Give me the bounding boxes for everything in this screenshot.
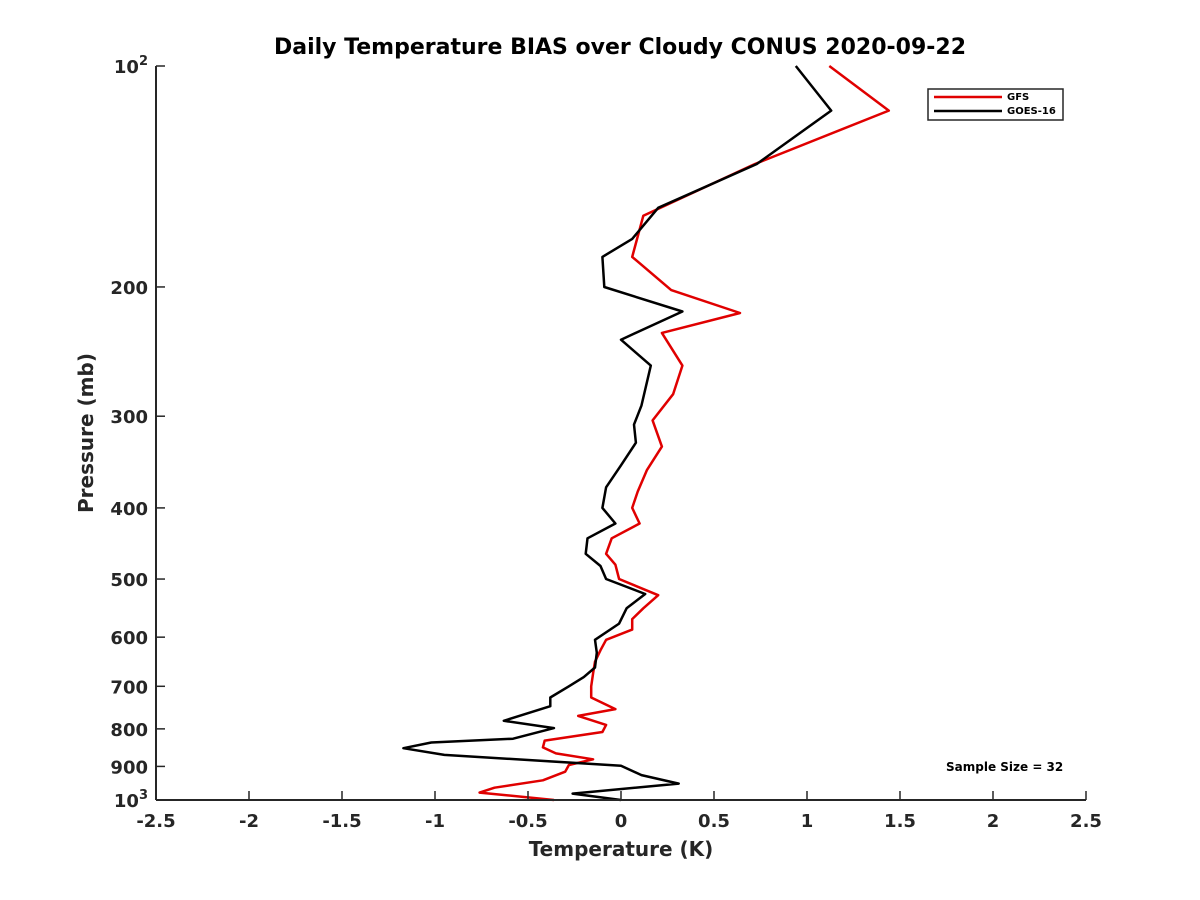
y-tick-label: 300 <box>110 407 148 428</box>
x-tick-label: -2.5 <box>136 811 175 832</box>
y-tick-label: 200 <box>110 278 148 299</box>
legend-label-gfs: GFS <box>1007 92 1029 103</box>
series-line-goes16 <box>402 65 833 802</box>
sample-size-annotation: Sample Size = 32 <box>946 760 1063 774</box>
chart-title: Daily Temperature BIAS over Cloudy CONUS… <box>274 35 966 60</box>
x-tick-label: 1.5 <box>884 811 916 832</box>
series-line-gfs <box>478 64 891 802</box>
x-tick-label: -2 <box>239 811 259 832</box>
y-tick-label: 400 <box>110 499 148 520</box>
legend-box <box>927 88 1064 121</box>
y-tick-label: 900 <box>110 757 148 778</box>
x-tick-label: -1.5 <box>322 811 361 832</box>
y-axis-label: Pressure (mb) <box>74 353 98 513</box>
series-layer <box>402 64 891 802</box>
y-tick-label: 600 <box>110 628 148 649</box>
y-ticks: 102 200 300 400 500 600 700 800 900 103 <box>110 54 165 812</box>
x-tick-label: 1 <box>801 811 814 832</box>
legend: GFS GOES-16 <box>927 88 1064 121</box>
x-tick-label: -1 <box>425 811 445 832</box>
y-tick-label: 103 <box>114 788 148 812</box>
x-ticks: -2.5 -2 -1.5 -1 -0.5 0 0.5 1 1.5 2 2.5 <box>136 791 1102 832</box>
x-tick-label: 2 <box>987 811 1000 832</box>
x-tick-label: 0.5 <box>698 811 730 832</box>
x-tick-label: 0 <box>615 811 628 832</box>
legend-label-goes16: GOES-16 <box>1007 106 1056 117</box>
y-tick-label: 102 <box>114 54 148 78</box>
y-tick-label: 800 <box>110 720 148 741</box>
axes <box>155 66 1086 801</box>
x-axis-label: Temperature (K) <box>529 837 714 861</box>
y-tick-label: 700 <box>110 677 148 698</box>
x-tick-label: 2.5 <box>1070 811 1102 832</box>
y-tick-label: 500 <box>110 570 148 591</box>
x-tick-label: -0.5 <box>508 811 547 832</box>
